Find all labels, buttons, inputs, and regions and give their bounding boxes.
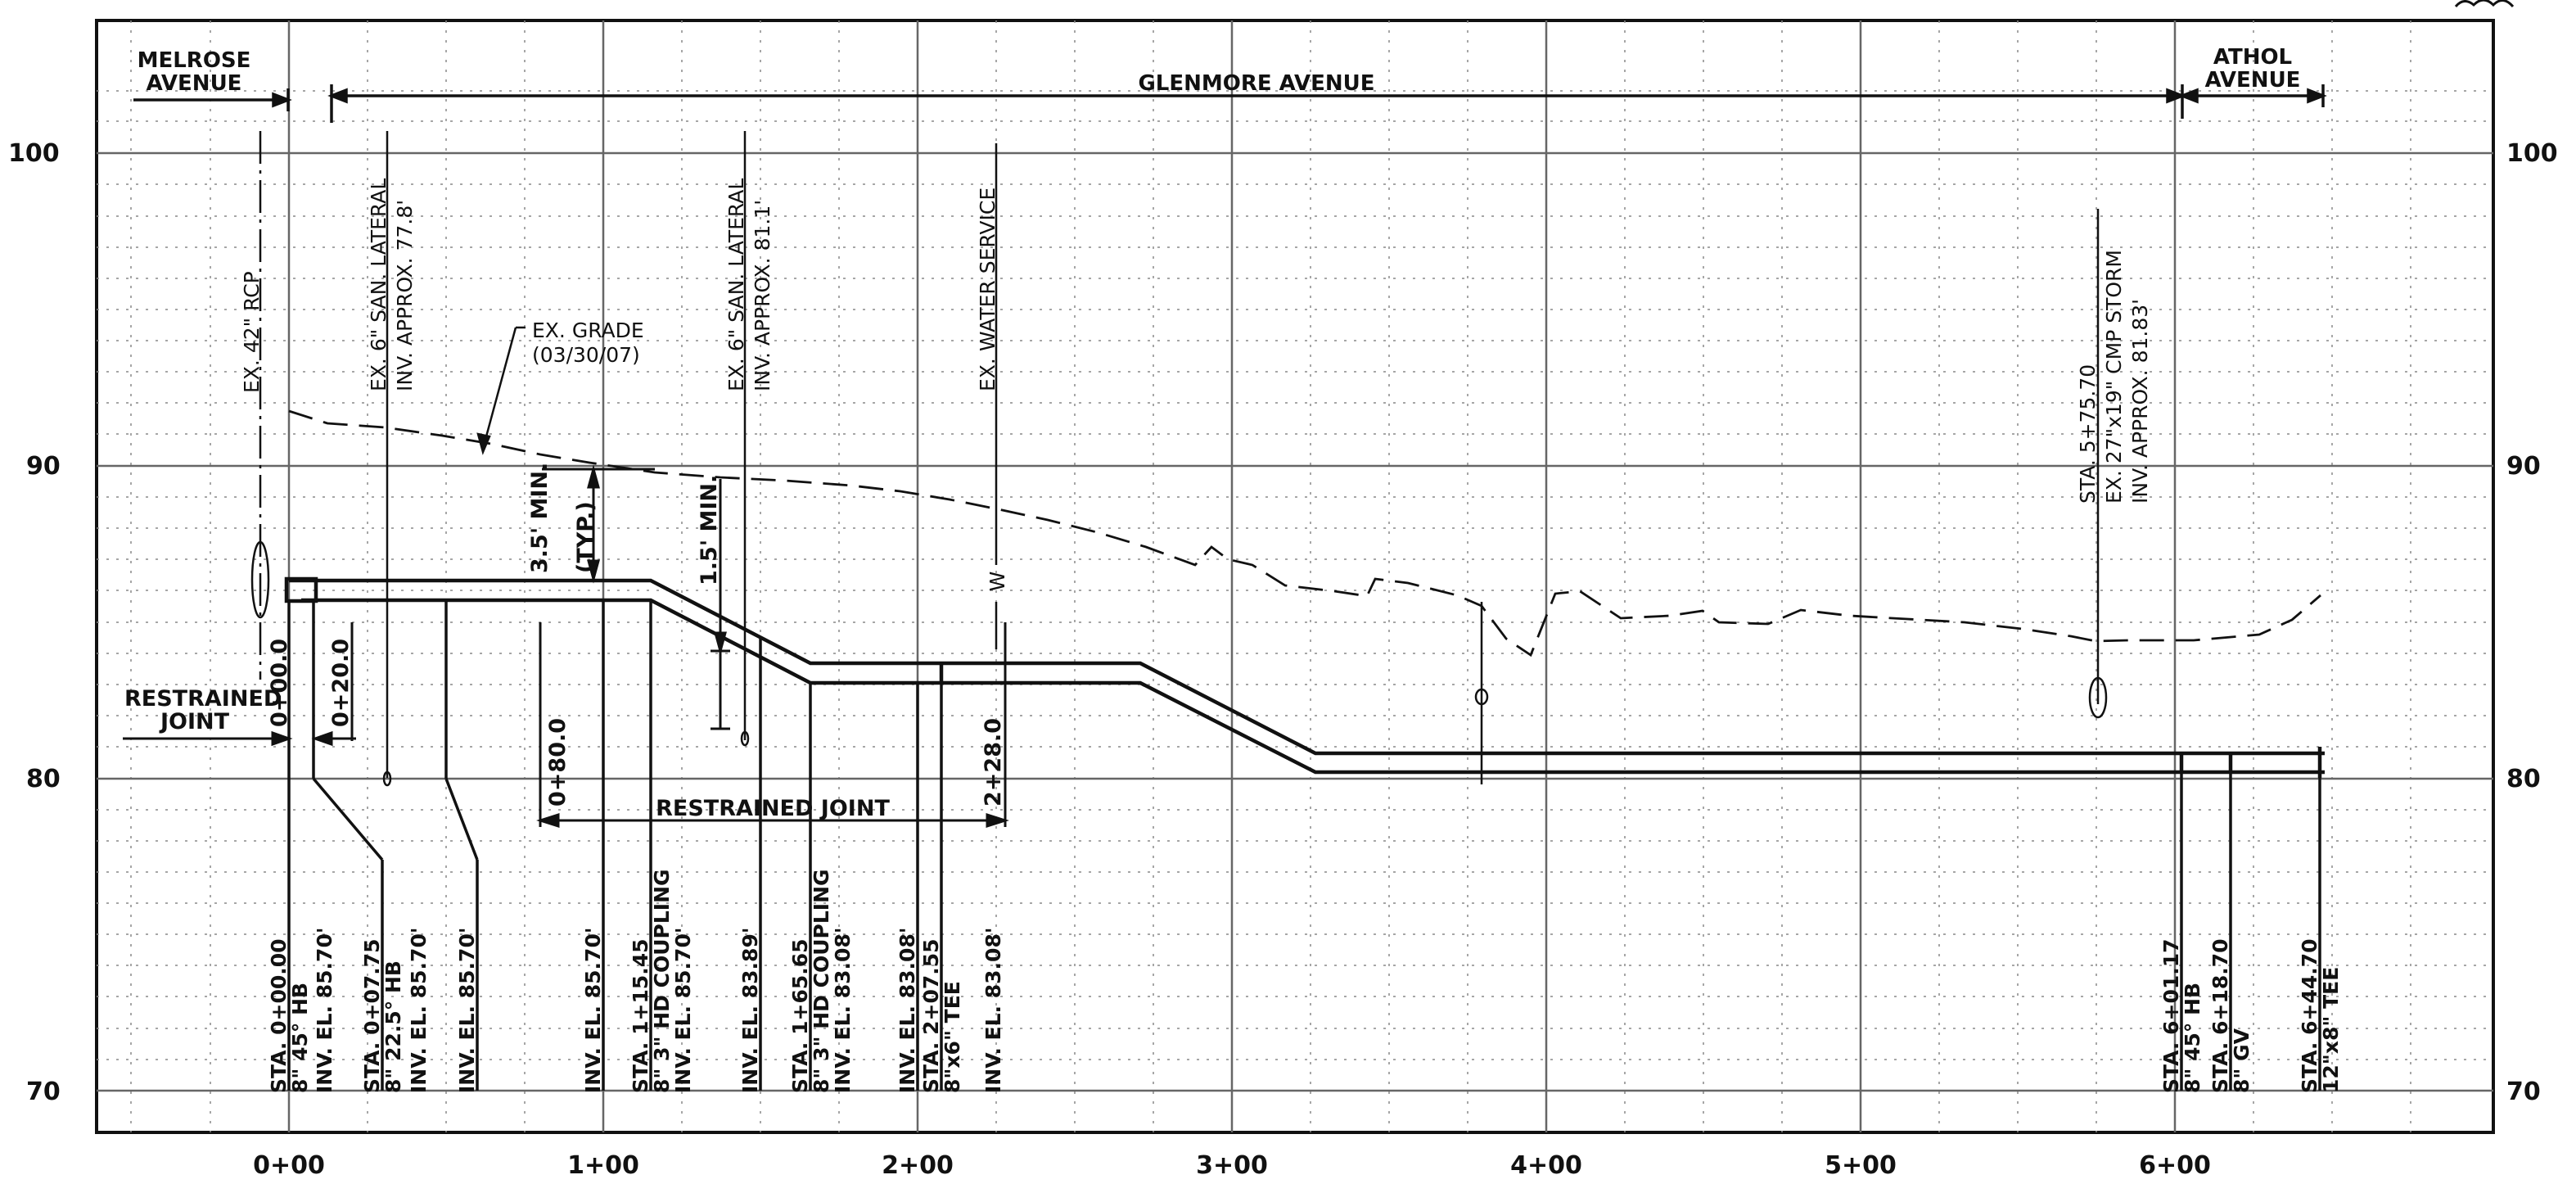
cover-dimensions <box>542 464 730 730</box>
y-label-left-90: 90 <box>26 452 61 481</box>
y-label-left-100: 100 <box>8 139 60 168</box>
ex-grade-line1: EX. GRADE <box>532 319 644 342</box>
y-label-right-100: 100 <box>2506 139 2558 168</box>
ex-grade-leader <box>476 326 526 455</box>
x-label-3: 3+00 <box>1196 1151 1268 1180</box>
dim-sta-20: 0+20.0 <box>328 639 354 727</box>
callout-c12-l2: 8" 45° HB <box>2181 983 2204 1093</box>
melrose-line2: AVENUE <box>147 71 242 96</box>
callout-c11-l3: INV. EL. 83.08' <box>981 928 1005 1094</box>
glenmore-label: GLENMORE AVENUE <box>1138 71 1374 96</box>
utility-crossings <box>250 131 2108 787</box>
x-label-1: 1+00 <box>567 1151 639 1180</box>
callout-c6-l1: INV. EL. 85.70' <box>581 928 605 1094</box>
callout-c11-l1: STA. 2+07.55 <box>919 938 943 1093</box>
existing-grade-line <box>288 409 2321 658</box>
y-label-left-70: 70 <box>26 1078 61 1106</box>
callout-c13-l2: 8" GV <box>2230 1028 2253 1093</box>
lateral1-line1: EX. 6" SAN. LATERAL <box>367 178 390 391</box>
y-label-left-80: 80 <box>26 765 61 793</box>
y-label-right-70: 70 <box>2506 1078 2541 1106</box>
callout-c9-l3: INV. EL. 83.08' <box>831 928 855 1094</box>
athol-line2: AVENUE <box>2205 68 2301 93</box>
x-label-4: 4+00 <box>1510 1151 1582 1180</box>
callout-c7-l1: STA. 1+15.45 <box>629 938 652 1093</box>
y-axis-labels: 100 90 80 70 100 90 80 70 <box>8 139 2558 1106</box>
ex-grade-line2: (03/30/07) <box>532 343 640 367</box>
callout-c7-l2: 8" 3" HD COUPLING <box>650 869 674 1093</box>
callout-c10-l1: INV. EL. 83.08' <box>896 928 919 1094</box>
dim-sta-80: 0+80.0 <box>545 718 571 807</box>
rj-left-line2: JOINT <box>159 709 230 734</box>
lateral2-line1: EX. 6" SAN. LATERAL <box>724 178 748 391</box>
bottom-callouts: STA. 0+00.00 8" 45° HB INV. EL. 85.70' S… <box>267 869 2343 1093</box>
corner-cloud-mark <box>2454 0 2515 8</box>
callout-c1-l1: STA. 0+00.00 <box>267 938 291 1093</box>
callout-c2-l1: INV. EL. 85.70' <box>313 928 336 1094</box>
x-label-0: 0+00 <box>253 1151 325 1180</box>
callout-c7-l3: INV. EL. 85.70' <box>671 928 695 1094</box>
callout-c1-l2: 8" 45° HB <box>288 983 312 1093</box>
y-label-right-80: 80 <box>2506 765 2541 793</box>
storm-line2: EX. 27"x19" CMP STORM <box>2102 250 2126 504</box>
dim-sta-228: 2+28.0 <box>981 718 1006 807</box>
callout-c3-l2: 8" 22.5° HB <box>381 960 405 1093</box>
restrained-joint-dims <box>123 622 1009 829</box>
callout-leaders <box>287 600 2321 1091</box>
lateral1-line2: INV. APPROX. 77.8' <box>393 200 417 391</box>
callout-c12-l1: STA. 6+01.17 <box>2159 938 2183 1093</box>
street-limits <box>133 84 2327 123</box>
callout-c5-l1: INV. EL. 85.70' <box>455 928 479 1094</box>
callout-c13-l1: STA. 6+18.70 <box>2208 938 2232 1093</box>
water-service-note: EX. WATER SERVICE <box>976 188 999 391</box>
callout-c14-l2: 12"x8" TEE <box>2319 967 2343 1093</box>
cover-a-line2: (TYP.) <box>573 501 598 573</box>
y-label-right-90: 90 <box>2506 452 2541 481</box>
cover-b: 1.5' MIN. <box>697 475 722 585</box>
lateral2-line2: INV. APPROX. 81.1' <box>751 200 774 391</box>
callout-c9-l1: STA. 1+65.65 <box>788 938 812 1093</box>
athol-line1: ATHOL <box>2213 45 2292 70</box>
callout-c14-l1: STA. 6+44.70 <box>2298 938 2321 1093</box>
melrose-line1: MELROSE <box>138 48 251 73</box>
proposed-watermain <box>284 576 2325 778</box>
street-names: MELROSE AVENUE GLENMORE AVENUE ATHOL AVE… <box>138 45 2301 96</box>
callout-c4-l1: INV. EL. 85.70' <box>407 928 431 1094</box>
storm-line1: STA. 5+75.70 <box>2076 364 2100 504</box>
rj-left-line1: RESTRAINED <box>124 686 282 712</box>
callout-c8-l1: INV. EL. 83.89' <box>738 928 762 1094</box>
dim-sta-0: 0+00.0 <box>267 639 292 727</box>
water-service-mark: W <box>986 572 1009 592</box>
storm-line3: INV. APPROX. 81.83' <box>2128 299 2152 504</box>
x-label-6: 6+00 <box>2139 1151 2211 1180</box>
callout-c3-l1: STA. 0+07.75 <box>360 938 384 1093</box>
callout-c11-l2: 8"x6" TEE <box>941 981 964 1093</box>
drawing-frame <box>95 19 2495 1134</box>
x-axis-labels: 0+00 1+00 2+00 3+00 4+00 5+00 6+00 <box>253 1151 2211 1180</box>
x-label-5: 5+00 <box>1825 1151 1897 1180</box>
cover-a-line1: 3.5' MIN. <box>527 463 553 573</box>
ex-rcp-note: EX. 42" RCP <box>240 271 264 393</box>
restrained-joint-label: RESTRAINED JOINT <box>656 796 890 821</box>
x-label-2: 2+00 <box>882 1151 954 1180</box>
callout-c9-l2: 8" 3" HD COUPLING <box>810 869 833 1093</box>
major-grid <box>97 20 2493 1132</box>
